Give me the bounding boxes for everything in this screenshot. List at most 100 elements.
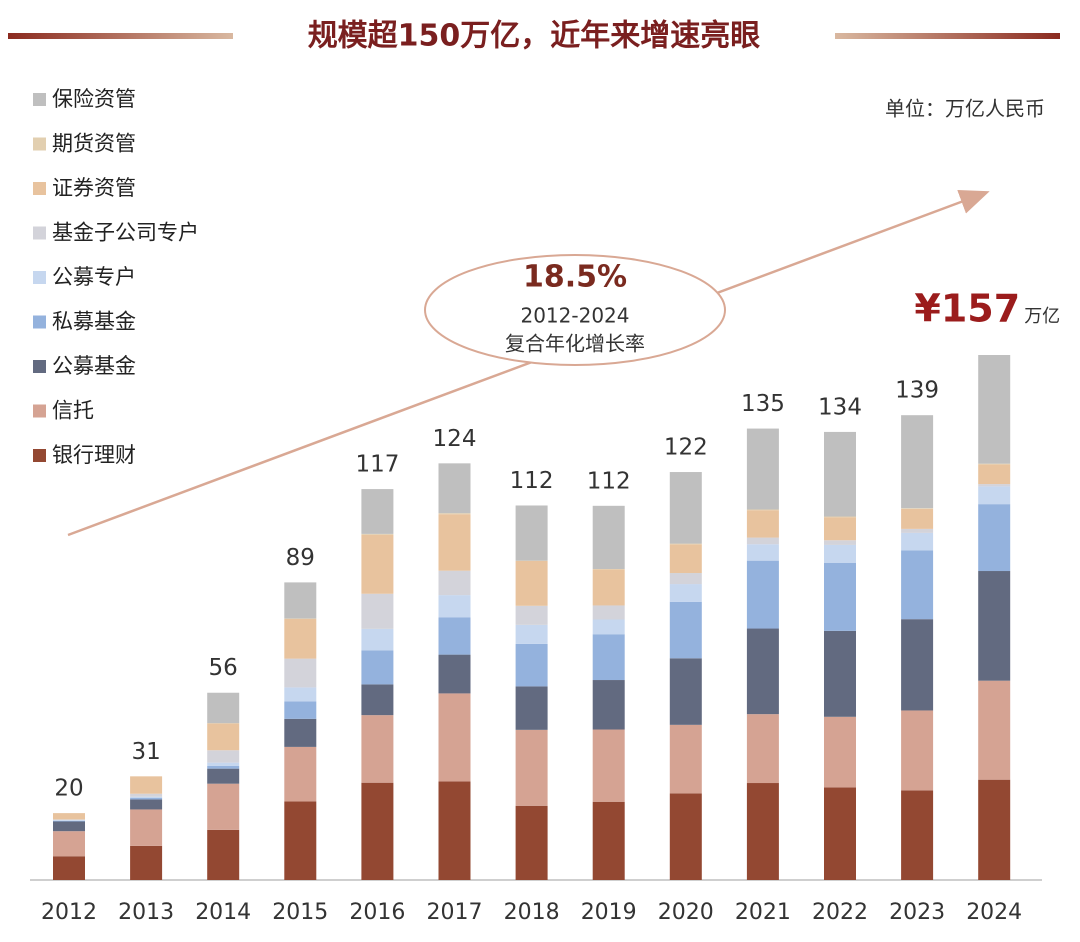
bar-segment	[284, 687, 317, 702]
bar-segment	[978, 571, 1011, 681]
bar-segment	[824, 516, 856, 518]
bar-segment	[53, 821, 85, 832]
bar-segment	[361, 533, 394, 535]
chart-title: 规模超150万亿，近年来增速亮眼	[308, 19, 761, 54]
bar-segment	[824, 630, 856, 717]
total-label: 112	[587, 468, 631, 494]
total-label: 117	[355, 452, 399, 478]
bar-segment	[901, 790, 934, 880]
bar-segment	[130, 799, 163, 810]
legend-label: 公募基金	[52, 354, 136, 378]
bar-segment	[746, 628, 779, 715]
legend-swatch	[33, 226, 46, 240]
bar-segment	[438, 781, 471, 880]
bar-segment	[130, 797, 163, 800]
bar-segment	[207, 783, 240, 830]
bar-segment	[669, 724, 702, 794]
total-label: 124	[433, 426, 477, 452]
cagr-text: 复合年化增长率	[505, 332, 645, 356]
x-tick-label: 2017	[427, 900, 483, 925]
bar-segment	[746, 428, 779, 510]
legend-swatch	[33, 271, 46, 284]
x-tick-label: 2019	[581, 900, 637, 925]
x-tick-label: 2015	[272, 900, 328, 925]
bar-segment	[669, 472, 702, 544]
total-label: 112	[510, 468, 554, 494]
title-rule	[8, 33, 233, 39]
bar-segment	[438, 514, 471, 571]
x-tick-label: 2014	[195, 900, 251, 925]
bar-segment	[669, 544, 702, 574]
bar-segment	[361, 650, 394, 685]
bar-segment	[438, 570, 471, 596]
bar-segment	[824, 431, 856, 517]
bar-segment	[361, 628, 394, 651]
highlight-value: ¥157	[914, 287, 1020, 331]
bar-segment	[207, 762, 240, 766]
bar-segment	[515, 605, 548, 625]
bar-segment	[515, 505, 548, 561]
bar-segment	[207, 750, 240, 763]
bar-segment	[284, 746, 317, 802]
bar-segment	[746, 560, 779, 629]
bar-segment	[284, 582, 317, 619]
total-label: 56	[209, 655, 238, 681]
bar-segment	[669, 584, 702, 602]
bar-segment	[746, 783, 779, 880]
total-label: 122	[664, 435, 708, 461]
bar-segment	[669, 573, 702, 585]
bar-segment	[592, 619, 625, 635]
legend-label: 私募基金	[52, 310, 136, 334]
bar-segment	[592, 569, 625, 606]
bar-segment	[130, 809, 163, 846]
bar-segment	[53, 820, 85, 822]
bar-segment	[515, 805, 548, 880]
bar-segment	[824, 787, 856, 880]
trend-arrow	[67, 190, 990, 537]
bar-segment	[746, 510, 779, 538]
bar-segment	[669, 543, 702, 545]
bar-segment	[438, 617, 471, 655]
bar-segment	[746, 714, 779, 784]
bar-segment	[438, 463, 471, 514]
bar-segment	[53, 819, 85, 821]
x-tick-label: 2022	[812, 900, 868, 925]
bar-segment	[669, 793, 702, 880]
x-tick-label: 2013	[118, 900, 174, 925]
highlight-unit: 万亿	[1024, 306, 1060, 327]
legend-swatch	[33, 404, 46, 418]
bar-segment	[824, 562, 856, 631]
title-rule	[835, 33, 1060, 39]
bar-segment	[53, 856, 85, 880]
bar-segment	[824, 517, 856, 541]
bar-segment	[207, 723, 240, 751]
bar-segment	[438, 595, 471, 618]
cagr-rate: 18.5%	[523, 260, 627, 295]
total-label: 135	[741, 391, 785, 417]
total-label: 31	[131, 739, 160, 765]
total-label: 139	[895, 378, 939, 404]
legend-swatch	[33, 360, 46, 373]
bar-segment	[978, 486, 1011, 505]
bar-segment	[53, 831, 85, 857]
bar-segment	[901, 528, 934, 533]
x-tick-label: 2018	[504, 900, 560, 925]
legend-label: 基金子公司专户	[52, 221, 199, 245]
legend-label: 信托	[52, 399, 94, 423]
bar-segment	[515, 686, 548, 730]
bar-segment	[361, 489, 394, 534]
bar-segment	[746, 544, 779, 561]
bar-segment	[824, 716, 856, 788]
bar-segment	[901, 508, 934, 529]
bar-segment	[901, 532, 934, 551]
bar-segment	[592, 680, 625, 730]
legend-swatch	[33, 137, 46, 151]
total-label: 20	[54, 776, 83, 802]
bar-segment	[53, 813, 85, 820]
bar-segment	[438, 654, 471, 694]
bar-segment	[284, 701, 317, 719]
bar-segment	[515, 624, 548, 644]
total-label: 89	[286, 545, 315, 571]
bar-segment	[978, 463, 1011, 465]
